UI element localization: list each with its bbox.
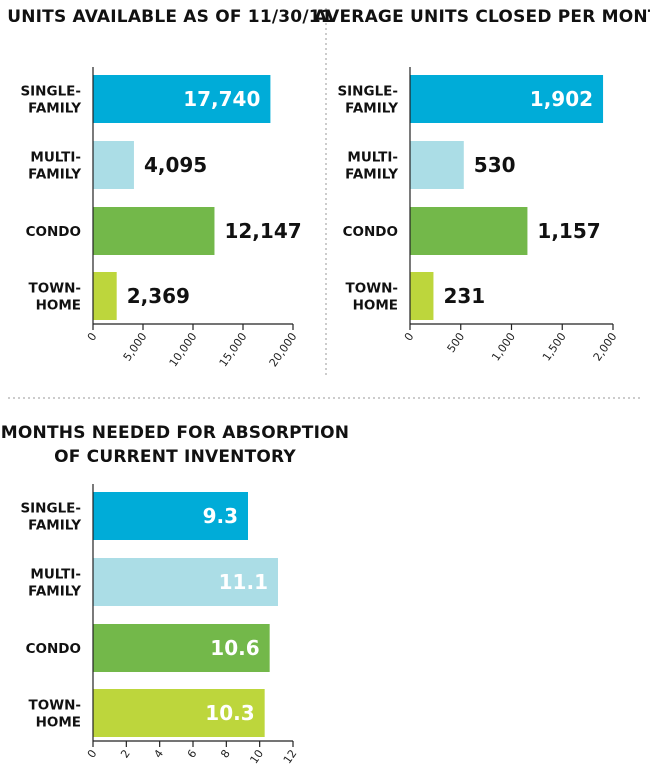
x-tick-label: 12 — [281, 747, 300, 766]
category-label: FAMILY — [28, 101, 81, 117]
category-label: TOWN- — [346, 281, 398, 297]
x-tick-label: 5,000 — [121, 330, 150, 363]
chart-title: UNITS AVAILABLE AS OF 11/30/11 — [7, 7, 333, 27]
category-label: FAMILY — [28, 584, 81, 600]
bar — [93, 75, 271, 123]
category-label: FAMILY — [28, 167, 81, 183]
x-tick-label: 15,000 — [217, 330, 250, 369]
category-label: FAMILY — [28, 518, 81, 534]
category-label: FAMILY — [345, 101, 398, 117]
x-tick-label: 8 — [218, 747, 233, 760]
bar-value-label: 11.1 — [219, 570, 268, 594]
units-available-chart: UNITS AVAILABLE AS OF 11/30/11 17,740 SING… — [7, 7, 333, 369]
bar — [410, 207, 528, 255]
x-tick-label: 1,500 — [540, 330, 569, 363]
bar-value-label: 10.6 — [210, 636, 259, 660]
chart-title: AVERAGE UNITS CLOSED PER MONTH — [314, 7, 650, 27]
units-closed-chart: AVERAGE UNITS CLOSED PER MONTH 1,902 SINGL… — [314, 7, 650, 364]
bar — [410, 272, 434, 320]
category-label: SINGLE- — [337, 84, 398, 100]
x-tick-label: 0 — [85, 747, 100, 760]
category-label: TOWN- — [29, 281, 81, 297]
category-label: SINGLE- — [20, 501, 81, 517]
chart-subtitle: OF CURRENT INVENTORY — [54, 447, 296, 467]
x-tick-label: 2 — [118, 747, 133, 760]
category-label: FAMILY — [345, 167, 398, 183]
bar-value-label: 530 — [474, 153, 516, 177]
bar — [93, 558, 278, 606]
category-label: HOME — [353, 298, 398, 314]
category-label: HOME — [36, 715, 81, 731]
x-tick-label: 500 — [445, 330, 468, 355]
bar — [93, 624, 270, 672]
bar-value-label: 1,157 — [537, 219, 600, 243]
category-label: CONDO — [26, 224, 81, 240]
category-label: MULTI- — [30, 150, 81, 166]
bar-value-label: 10.3 — [205, 701, 254, 725]
x-tick-label: 6 — [185, 747, 200, 760]
category-label: CONDO — [26, 641, 81, 657]
x-tick-label: 1,000 — [489, 330, 518, 363]
bar — [93, 272, 117, 320]
bar-value-label: 9.3 — [203, 504, 238, 528]
x-tick-label: 2,000 — [591, 330, 620, 363]
category-label: MULTI- — [30, 567, 81, 583]
bar-value-label: 12,147 — [224, 219, 301, 243]
x-tick-label: 20,000 — [267, 330, 300, 369]
category-label: HOME — [36, 298, 81, 314]
x-tick-label: 0 — [85, 330, 100, 343]
bar-value-label: 4,095 — [144, 153, 207, 177]
x-tick-label: 10,000 — [167, 330, 200, 369]
category-label: MULTI- — [347, 150, 398, 166]
bar — [93, 141, 134, 189]
chart-title: MONTHS NEEDED FOR ABSORPTION — [1, 423, 349, 443]
bar — [93, 492, 248, 540]
bar — [410, 141, 464, 189]
bar-value-label: 2,369 — [127, 284, 190, 308]
x-tick-label: 10 — [247, 747, 266, 766]
category-label: TOWN- — [29, 698, 81, 714]
bar — [410, 75, 604, 123]
absorption-months-chart: MONTHS NEEDED FOR ABSORPTION OF CURRENT I… — [1, 423, 349, 766]
category-label: SINGLE- — [20, 84, 81, 100]
bar-value-label: 1,902 — [530, 87, 593, 111]
category-label: CONDO — [343, 224, 398, 240]
bar — [93, 207, 215, 255]
bar-value-label: 231 — [443, 284, 485, 308]
bar-value-label: 17,740 — [183, 87, 260, 111]
bar — [93, 689, 265, 737]
x-tick-label: 0 — [402, 330, 417, 343]
x-tick-label: 4 — [151, 747, 166, 760]
